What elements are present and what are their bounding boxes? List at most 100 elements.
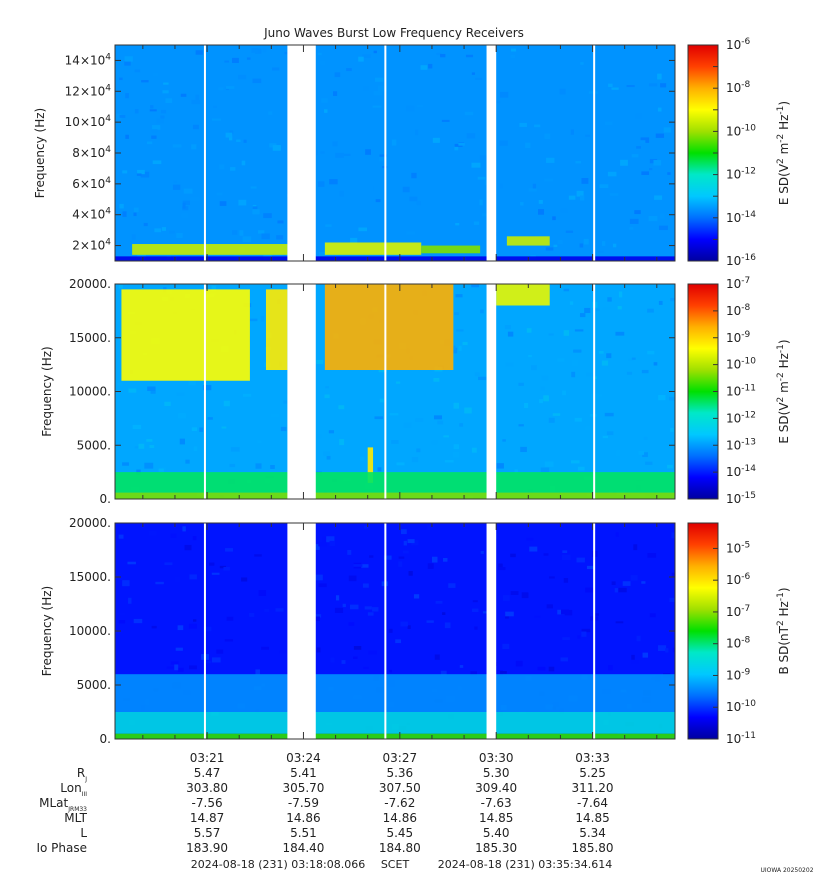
texture-speck xyxy=(140,171,150,178)
colorbar-exponent: -11 xyxy=(741,384,756,394)
texture-speck xyxy=(369,555,374,558)
texture-speck xyxy=(428,106,433,111)
texture-speck xyxy=(458,142,465,145)
colorbar-label-part: ) xyxy=(777,339,791,344)
ephemeris-value: 5.25 xyxy=(579,766,606,780)
texture-speck xyxy=(428,63,433,69)
data-dropout xyxy=(384,45,387,261)
data-gap xyxy=(287,284,316,499)
y-tick-label: 6×104 xyxy=(72,176,111,191)
texture-speck xyxy=(374,416,383,420)
texture-speck xyxy=(377,85,387,92)
texture-speck xyxy=(223,566,230,571)
ephemeris-value: 14.87 xyxy=(190,811,224,825)
texture-speck xyxy=(642,452,648,458)
texture-speck xyxy=(148,530,157,536)
texture-speck xyxy=(163,82,169,85)
texture-speck xyxy=(670,421,675,425)
texture-speck xyxy=(255,48,262,54)
texture-speck xyxy=(164,401,171,406)
texture-speck xyxy=(403,540,407,546)
colorbar-label-part: ) xyxy=(777,101,791,106)
texture-speck xyxy=(190,197,200,201)
texture-speck xyxy=(417,105,423,108)
texture-speck xyxy=(211,285,217,291)
y-tick-label: 5000. xyxy=(77,438,111,452)
colorbar-label-part: Hz xyxy=(777,115,791,134)
y-tick-exponent: 4 xyxy=(105,52,111,62)
texture-speck xyxy=(574,417,582,422)
texture-speck xyxy=(408,571,413,576)
texture-speck xyxy=(604,121,613,125)
texture-speck xyxy=(365,186,374,192)
y-tick-label: 15000. xyxy=(69,570,111,584)
texture-speck xyxy=(458,142,465,146)
emission-feature xyxy=(115,472,675,493)
texture-speck xyxy=(510,553,516,558)
texture-speck xyxy=(398,556,405,559)
texture-speck xyxy=(396,462,405,466)
texture-speck xyxy=(568,195,576,200)
y-tick-label: 12×104 xyxy=(65,83,112,98)
texture-speck xyxy=(262,47,267,53)
colorbar-tick-label: 10-14 xyxy=(726,464,756,479)
texture-speck xyxy=(332,141,338,147)
ephemeris-value: 183.90 xyxy=(186,841,228,855)
texture-speck xyxy=(362,54,371,59)
texture-speck xyxy=(377,467,382,472)
texture-speck xyxy=(546,157,555,163)
colorbar-label-sup: 2 xyxy=(776,620,786,626)
texture-speck xyxy=(252,209,260,215)
colorbar-exponent: -8 xyxy=(741,303,750,313)
texture-speck xyxy=(400,529,407,535)
texture-speck xyxy=(229,130,234,135)
emission-feature xyxy=(324,242,422,255)
texture-speck xyxy=(520,446,527,453)
colorbar-tick-label: 10-13 xyxy=(726,437,756,452)
colorbar-tick-label: 10-15 xyxy=(726,491,756,506)
texture-speck xyxy=(151,129,158,133)
texture-speck xyxy=(653,362,658,366)
texture-speck xyxy=(466,133,476,139)
texture-speck xyxy=(191,99,201,105)
texture-speck xyxy=(657,107,662,112)
ephemeris-row-label: RJ xyxy=(77,766,87,783)
texture-speck xyxy=(185,459,190,464)
texture-speck xyxy=(630,575,638,581)
y-axis-label: Frequency (Hz) xyxy=(40,586,54,677)
texture-speck xyxy=(548,417,555,423)
colorbar-exponent: -16 xyxy=(741,253,756,263)
texture-speck xyxy=(505,362,514,367)
texture-speck xyxy=(407,539,415,544)
texture-speck xyxy=(263,213,272,219)
texture-speck xyxy=(502,595,510,601)
texture-speck xyxy=(601,360,609,366)
texture-speck xyxy=(561,554,571,560)
y-tick-exponent: 4 xyxy=(105,238,111,248)
texture-speck xyxy=(161,227,167,231)
texture-speck xyxy=(342,153,351,156)
texture-speck xyxy=(192,124,199,130)
texture-speck xyxy=(339,439,345,446)
spectrogram-features xyxy=(115,236,675,261)
texture-speck xyxy=(241,160,246,166)
colorbar-exponent: -7 xyxy=(741,276,750,286)
texture-speck xyxy=(147,386,156,392)
texture-speck xyxy=(137,254,146,258)
texture-speck xyxy=(383,555,392,560)
texture-speck xyxy=(620,159,628,166)
texture-speck xyxy=(277,220,284,224)
texture-speck xyxy=(641,369,649,374)
emission-feature xyxy=(132,244,288,255)
texture-speck xyxy=(223,400,230,407)
colorbar-label-sup: -1 xyxy=(776,344,786,353)
texture-speck xyxy=(151,625,157,629)
texture-speck xyxy=(152,72,158,76)
texture-speck xyxy=(192,619,197,622)
colorbar-label-sup: 2 xyxy=(776,158,786,164)
texture-speck xyxy=(225,86,229,91)
texture-speck xyxy=(667,464,673,469)
texture-speck xyxy=(560,609,570,615)
ephemeris-row-label: LonIII xyxy=(60,781,87,798)
texture-speck xyxy=(459,423,464,427)
